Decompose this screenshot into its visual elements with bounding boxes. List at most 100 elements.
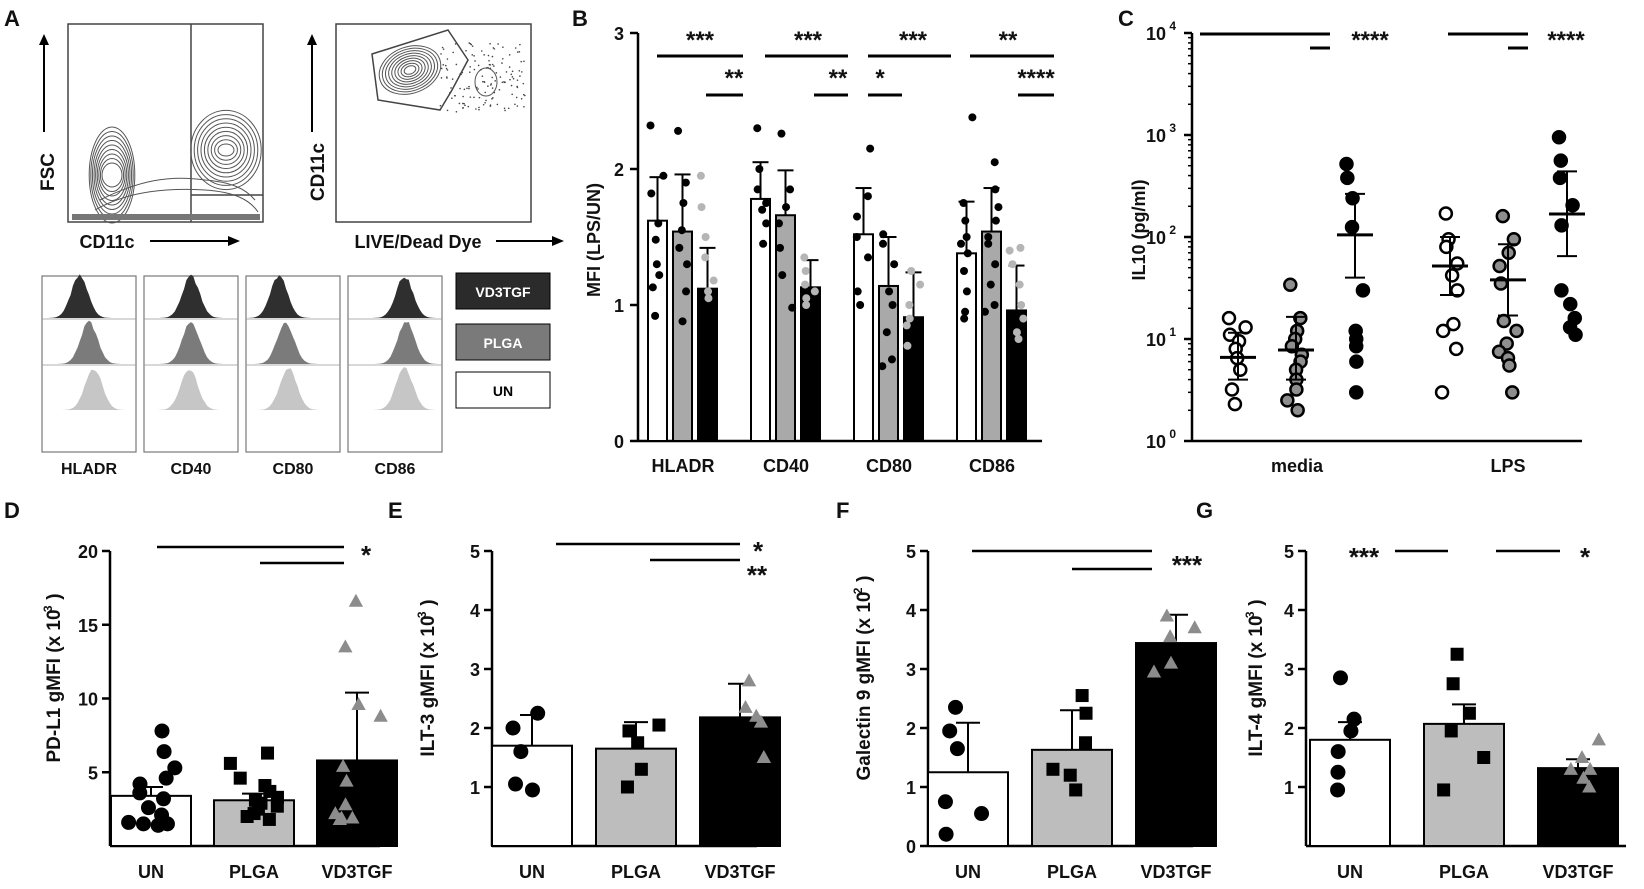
flow-dot — [518, 50, 521, 53]
b-data-point — [762, 199, 771, 207]
flow-contour — [94, 188, 259, 213]
f-y-axis-exponent: 2 — [851, 587, 865, 594]
flow-contour — [207, 130, 245, 170]
b-data-point — [654, 219, 663, 228]
c-data-point-un — [1438, 206, 1454, 221]
flow-contour — [214, 139, 238, 161]
flow-dot — [446, 69, 449, 71]
b-data-point — [1005, 246, 1014, 255]
b-data-point — [697, 203, 706, 212]
b-x-tick-label-hladr: HLADR — [652, 456, 715, 476]
f-x-tick-label-un: UN — [955, 862, 981, 882]
c-y-tick-label: 10 — [1146, 432, 1166, 452]
b-data-point — [866, 144, 875, 153]
flow-dot — [509, 78, 511, 81]
d-data-point — [156, 791, 172, 807]
g-data-point — [1330, 764, 1346, 780]
c-data-point-vd3tgf — [1348, 385, 1364, 400]
flow-dot — [483, 54, 485, 56]
b-data-point — [801, 267, 810, 275]
b-data-point — [879, 230, 888, 239]
b-data-point — [682, 287, 691, 296]
flow-dot — [461, 71, 464, 74]
flow-dot — [453, 94, 456, 97]
b-data-point — [980, 307, 989, 316]
flow-contour — [217, 143, 235, 157]
b-significance-label: ** — [999, 27, 1018, 54]
d-data-point — [373, 708, 388, 722]
b-data-point — [677, 226, 686, 235]
c-data-point-vd3tgf — [1348, 338, 1364, 354]
f-data-point — [1079, 706, 1093, 720]
b-data-point — [903, 341, 912, 350]
flow-dot — [485, 99, 487, 102]
flow-dot — [455, 111, 458, 113]
f-significance-label: *** — [1172, 550, 1203, 580]
b-data-point — [678, 317, 687, 326]
b-data-point — [681, 178, 690, 187]
c-y-tick-label: 10 — [1146, 330, 1166, 350]
c-significance-label: **** — [1547, 27, 1585, 54]
flow-dot — [494, 80, 497, 82]
e-y-axis-label: ILT-3 gMFI (x 10 — [418, 615, 439, 756]
f-y-axis-label: Galectin 9 gMFI (x 10 — [854, 592, 875, 781]
b-data-point — [801, 280, 810, 289]
b-y-axis-label: MFI (LPS/UN) — [584, 183, 604, 297]
b-data-point — [994, 203, 1003, 212]
flow-dot — [493, 91, 496, 94]
panel-label-a: A — [4, 6, 20, 31]
b-data-point — [960, 267, 969, 275]
d-data-point — [262, 812, 276, 826]
g-data-point — [1437, 783, 1451, 797]
b-data-point — [683, 260, 692, 269]
b-significance-label: ** — [829, 65, 848, 92]
flow-dot — [522, 93, 525, 96]
panel-label-f: F — [836, 498, 849, 523]
arrow-head-icon — [552, 236, 564, 246]
b-bar-vd3tgf-cd40 — [800, 286, 821, 442]
flow-dot — [473, 96, 475, 99]
f-data-point — [1075, 689, 1089, 703]
legend-swatch-un — [455, 371, 551, 409]
c-data-point-un — [1227, 396, 1243, 412]
flow-dot — [459, 87, 461, 90]
flow-dot — [514, 103, 516, 106]
c-x-tick-label-media: media — [1271, 456, 1324, 476]
b-data-point — [1017, 301, 1026, 309]
panel-a-flow — [41, 23, 551, 453]
e-x-tick-label-plga: PLGA — [611, 862, 661, 882]
flow-dot — [477, 88, 479, 90]
b-data-point — [882, 328, 891, 337]
flow-dot — [464, 104, 466, 107]
g-x-tick-label-vd3tgf: VD3TGF — [1542, 862, 1613, 882]
flow-dot — [508, 66, 511, 68]
f-bar-vd3tgf — [1135, 642, 1217, 847]
flow-dot — [515, 96, 518, 99]
flow-dot — [446, 109, 449, 112]
flow-dot — [460, 73, 462, 76]
histogram-vd3tgf — [145, 274, 237, 318]
g-y-axis-label: ILT-4 gMFI (x 10 — [1246, 615, 1267, 756]
c-data-point-un — [1435, 323, 1451, 339]
e-x-tick-label-vd3tgf: VD3TGF — [704, 862, 775, 882]
g-data-point — [1576, 770, 1591, 784]
d-data-point — [338, 639, 353, 653]
b-y-tick-label: 1 — [614, 296, 624, 316]
e-data-point — [652, 718, 666, 732]
flow-dot — [462, 107, 464, 109]
flow-dot — [495, 72, 498, 74]
b-significance-label: * — [875, 65, 885, 92]
flow-dot — [520, 98, 523, 100]
d-data-point — [233, 771, 247, 785]
g-y-axis-paren: ) — [1246, 599, 1267, 605]
b-significance-label: **** — [1017, 65, 1055, 92]
flow-dot — [501, 57, 504, 60]
flow-dot — [503, 107, 506, 110]
panel-label-b: B — [572, 6, 588, 31]
b-data-point — [679, 199, 688, 207]
flow-dot — [498, 88, 501, 91]
flow-dot — [463, 102, 465, 105]
d-y-axis-exponent: 3 — [41, 605, 55, 612]
d-data-point — [351, 696, 366, 710]
